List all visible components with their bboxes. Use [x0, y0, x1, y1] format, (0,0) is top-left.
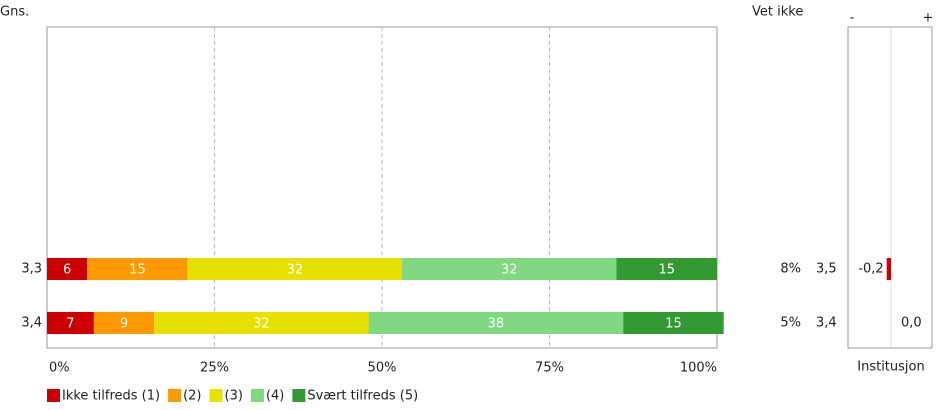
segment-label: 9: [120, 317, 128, 332]
dont-know-label: 5%: [780, 316, 801, 331]
dont-know-title: Vet ikke: [752, 5, 803, 20]
segment-label: 6: [63, 263, 71, 278]
x-tick-label: 100%: [680, 361, 717, 376]
bar-segment: [187, 258, 403, 280]
diff-label: 0,0: [901, 316, 922, 331]
pos-label: +: [923, 11, 934, 26]
legend-label: Ikke tilfreds (1): [62, 389, 160, 404]
bar-segment: [47, 312, 94, 334]
bar-segment: [154, 312, 369, 334]
x-tick-label: 0%: [49, 361, 70, 376]
legend-swatch: [168, 389, 182, 402]
bar-segment: [47, 258, 88, 280]
y-tick-label: 3,3: [21, 262, 42, 277]
bar-segment: [368, 312, 624, 334]
diff-frame: [847, 26, 933, 349]
segment-label: 38: [488, 317, 505, 332]
institution-label: 3,5: [816, 262, 837, 277]
segment-label: 7: [66, 317, 74, 332]
institution-label: 3,4: [816, 316, 837, 331]
segment-label: 32: [501, 263, 518, 278]
legend-label: (2): [183, 389, 201, 404]
y-axis-label: Gns.: [0, 5, 29, 20]
plot-frame: [46, 26, 718, 349]
segment-label: 15: [129, 263, 146, 278]
segment-label: 15: [658, 263, 675, 278]
institution-title: Institusjon: [857, 360, 924, 375]
legend-label: (4): [266, 389, 284, 404]
dont-know-label: 8%: [780, 262, 801, 277]
legend-swatch: [47, 389, 60, 402]
x-tick-label: 75%: [535, 361, 564, 376]
x-tick-label: 25%: [200, 361, 229, 376]
bar-segment: [93, 312, 155, 334]
neg-label: -: [850, 11, 855, 26]
segment-label: 15: [665, 317, 682, 332]
legend-label: (3): [225, 389, 243, 404]
x-tick-label: 50%: [368, 361, 397, 376]
legend-swatch: [209, 389, 223, 402]
legend-label: Svært tilfreds (5): [307, 389, 418, 404]
bar-segment: [616, 258, 717, 280]
legend-swatch: [250, 389, 264, 402]
legend-swatch: [292, 389, 306, 402]
segment-label: 32: [287, 263, 304, 278]
bar-segment: [623, 312, 724, 334]
bar-segment: [402, 258, 617, 280]
segment-label: 32: [253, 317, 270, 332]
y-tick-label: 3,4: [21, 316, 42, 331]
diff-label: -0,2: [858, 262, 883, 277]
diff-bar: [886, 258, 891, 280]
bar-segment: [87, 258, 188, 280]
